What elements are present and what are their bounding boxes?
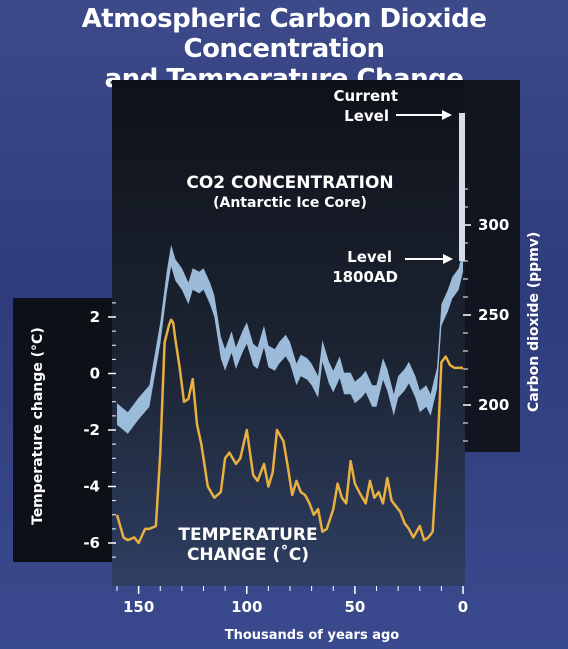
y-right-tick-label: 250 bbox=[478, 306, 509, 324]
y-right-tick-label: 200 bbox=[478, 396, 509, 414]
y-right-tick-label: 300 bbox=[478, 216, 509, 234]
current-level-arrow-head bbox=[442, 110, 452, 120]
y-left-tick-label: -6 bbox=[83, 534, 100, 552]
co2-annotation-subtitle: (Antarctic Ice Core) bbox=[213, 195, 367, 211]
chart-title-line-1: Atmospheric Carbon Dioxide Concentration bbox=[81, 4, 487, 64]
y-left-tick-label: 2 bbox=[90, 308, 100, 326]
y-left-tick-label: 0 bbox=[90, 365, 100, 383]
left-axis-panel bbox=[13, 298, 112, 562]
level-1800-label-line-1: Level bbox=[347, 248, 392, 266]
level-1800-label-line-2: 1800AD bbox=[332, 268, 398, 286]
temperature-annotation-line-1: TEMPERATURE bbox=[178, 525, 317, 545]
temperature-annotation-line-2: CHANGE (˚C) bbox=[187, 543, 309, 565]
current-level-label-line-2: Level bbox=[344, 107, 389, 125]
level-1800-arrow-head bbox=[443, 254, 453, 264]
temperature-change-line bbox=[115, 318, 463, 545]
x-tick-label: 0 bbox=[458, 598, 468, 616]
x-axis-label: Thousands of years ago bbox=[224, 628, 400, 643]
co2-concentration-band bbox=[117, 244, 463, 434]
x-tick-label: 100 bbox=[231, 598, 262, 616]
y-left-tick-label: -4 bbox=[83, 478, 100, 496]
right-axis-panel bbox=[465, 80, 520, 452]
plot-area bbox=[112, 80, 465, 586]
y-left-tick-label: -2 bbox=[83, 421, 100, 439]
co2-annotation-title: CO2 CONCENTRATION bbox=[186, 173, 393, 193]
current-level-label-line-1: Current bbox=[333, 87, 398, 105]
x-tick-label: 150 bbox=[123, 598, 154, 616]
co2-current-level-bar bbox=[459, 113, 465, 261]
x-tick-label: 50 bbox=[344, 598, 365, 616]
